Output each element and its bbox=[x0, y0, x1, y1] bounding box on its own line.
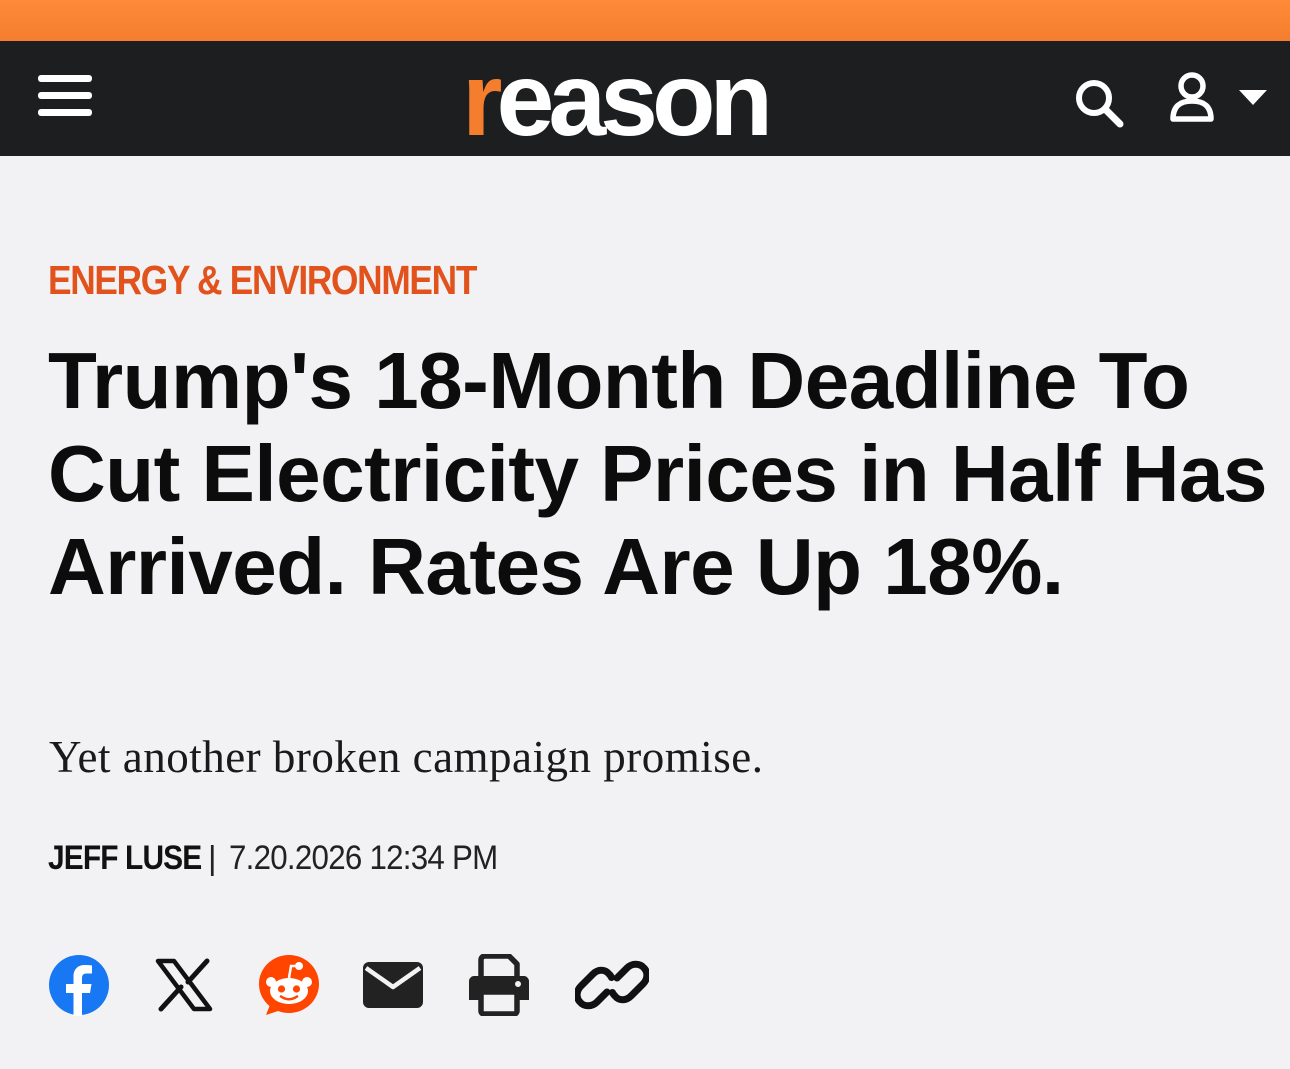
caret-down-icon bbox=[1239, 90, 1267, 105]
article-subhead: Yet another broken campaign promise. bbox=[49, 732, 764, 782]
share-facebook-button[interactable] bbox=[46, 952, 112, 1018]
logo-wordmark: eason bbox=[496, 42, 773, 158]
search-button[interactable] bbox=[1072, 76, 1128, 132]
site-header: reason bbox=[0, 41, 1290, 156]
share-bar bbox=[46, 952, 666, 1018]
account-menu-button[interactable] bbox=[1166, 71, 1270, 129]
byline: JEFF LUSE | 7.20.2026 12:34 PM bbox=[48, 838, 520, 878]
byline-separator: | bbox=[208, 839, 217, 876]
share-reddit-button[interactable] bbox=[256, 952, 322, 1018]
share-print-button[interactable] bbox=[466, 952, 532, 1018]
search-icon bbox=[1076, 80, 1124, 128]
share-x-button[interactable] bbox=[151, 952, 217, 1018]
x-icon bbox=[155, 958, 213, 1012]
top-accent-strip bbox=[0, 0, 1290, 41]
site-logo[interactable]: reason bbox=[462, 42, 773, 158]
author-name[interactable]: JEFF LUSE bbox=[48, 838, 202, 877]
publish-datetime: 7.20.2026 12:34 PM bbox=[228, 838, 498, 877]
link-icon bbox=[575, 960, 649, 1010]
print-icon bbox=[469, 954, 529, 1016]
reddit-icon bbox=[259, 955, 319, 1015]
article-headline: Trump's 18-Month Deadline To Cut Electri… bbox=[48, 336, 1268, 611]
share-email-button[interactable] bbox=[360, 952, 426, 1018]
email-icon bbox=[363, 962, 423, 1008]
copy-link-button[interactable] bbox=[574, 952, 650, 1018]
article-category[interactable]: ENERGY & ENVIRONMENT bbox=[48, 257, 477, 303]
logo-first-letter: r bbox=[462, 42, 503, 158]
facebook-icon bbox=[49, 955, 109, 1016]
user-icon bbox=[1170, 72, 1214, 122]
hamburger-icon[interactable] bbox=[38, 73, 92, 119]
